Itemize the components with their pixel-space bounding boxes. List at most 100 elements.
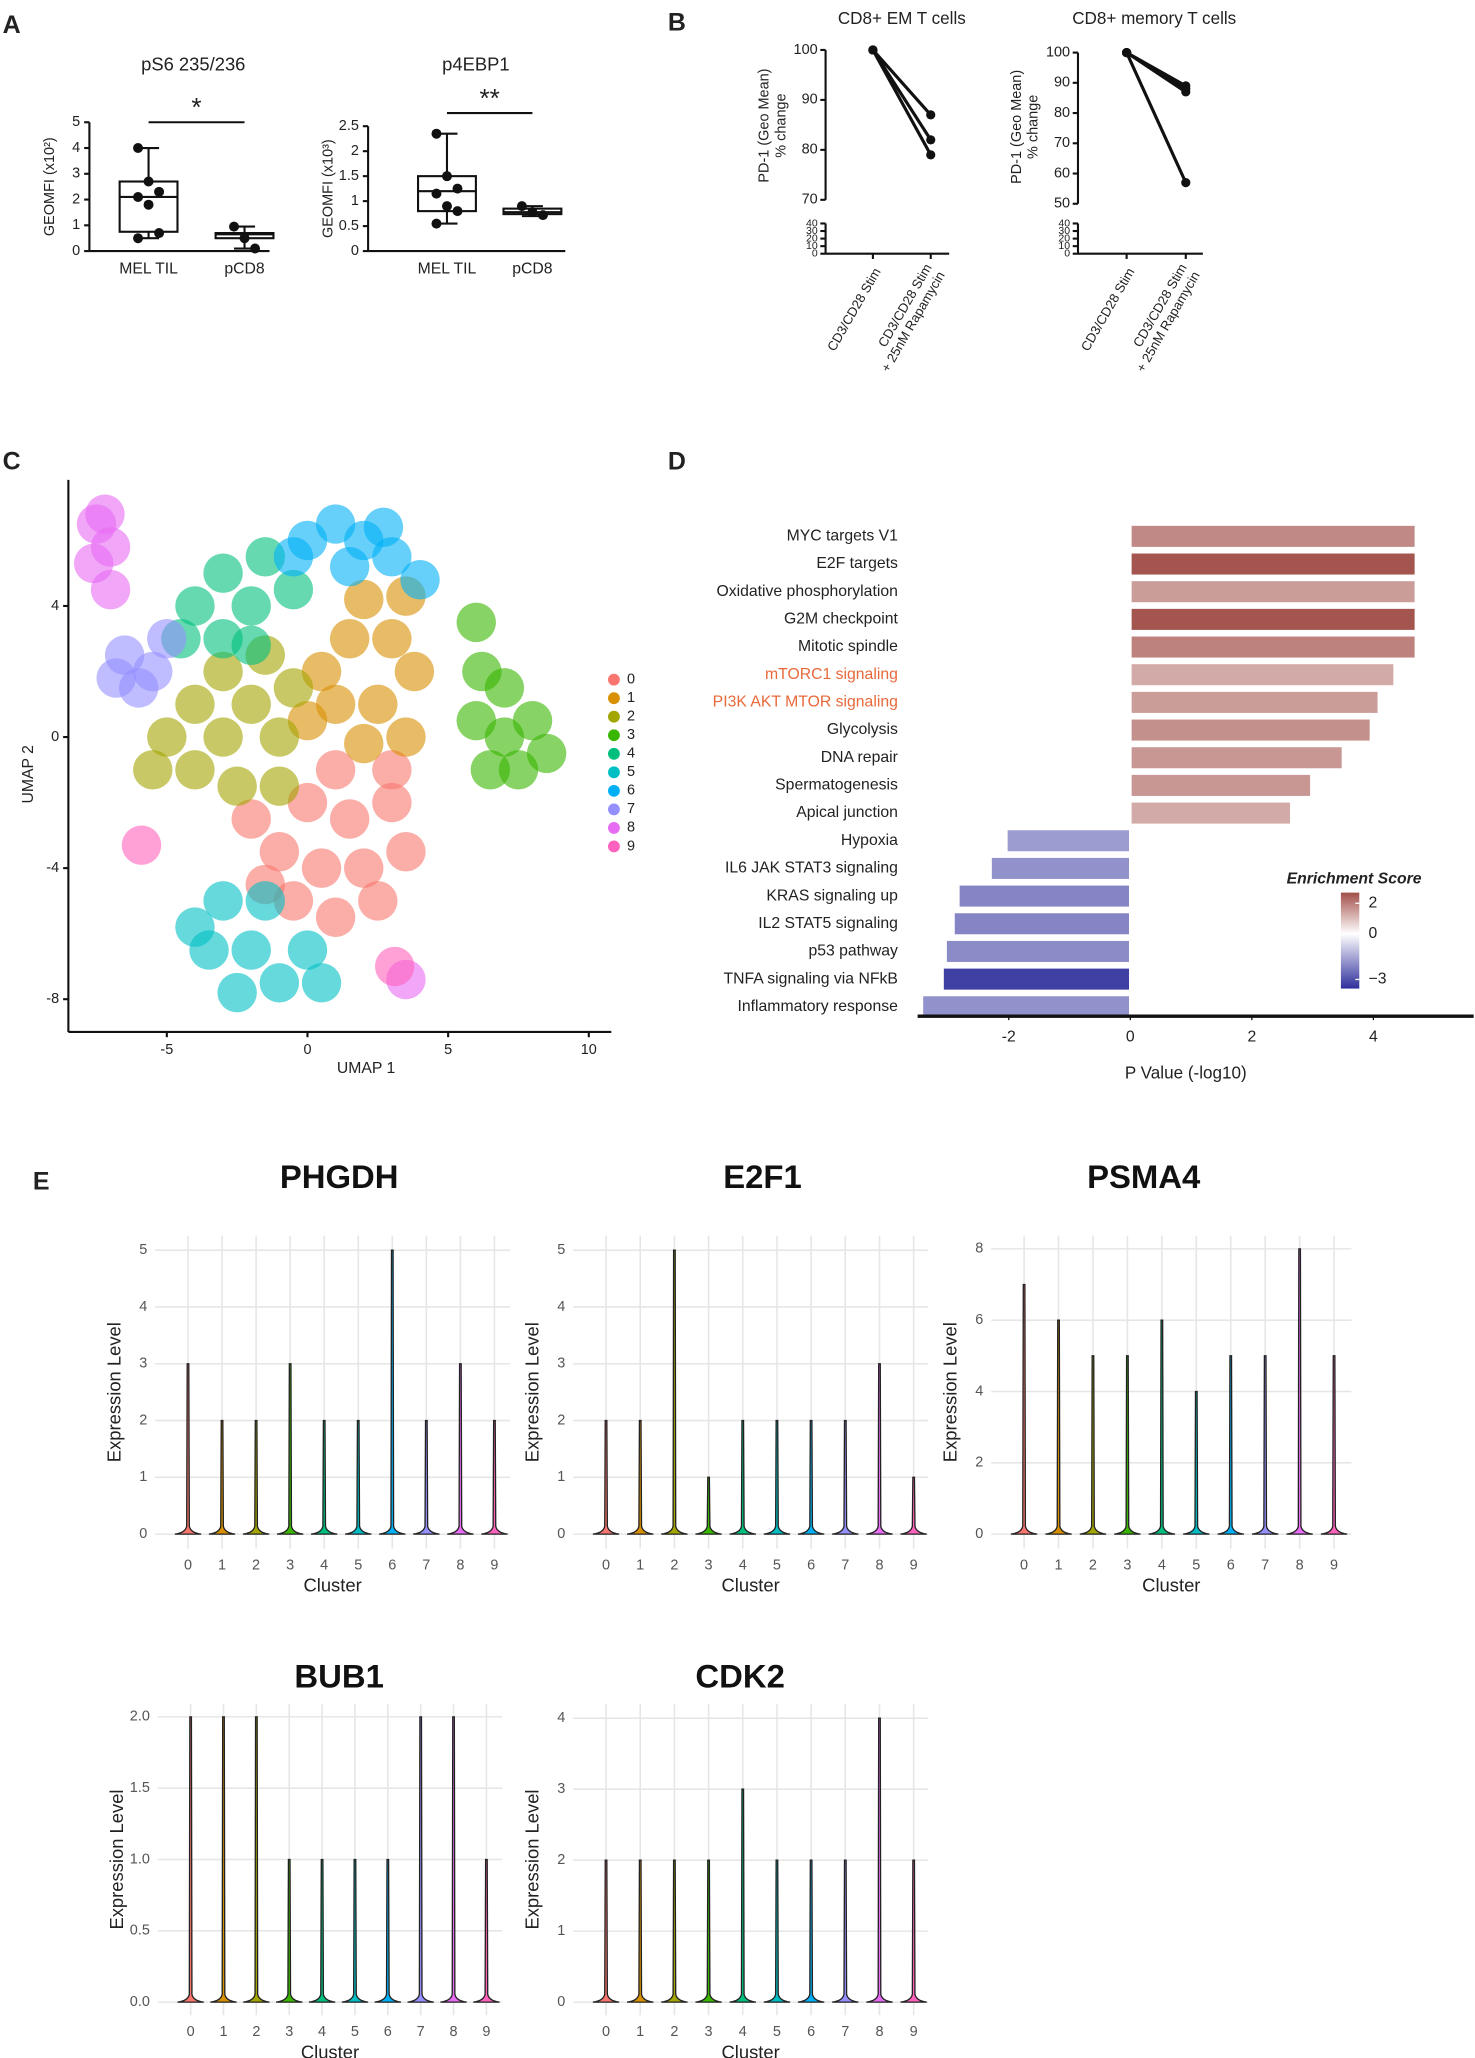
cell-point bbox=[344, 848, 384, 888]
cell-point bbox=[245, 537, 286, 577]
cell-point bbox=[175, 750, 215, 790]
cell-point bbox=[301, 963, 342, 1003]
violin bbox=[592, 1859, 620, 2003]
x-tick-label: 1 bbox=[1055, 1557, 1063, 1573]
x-tick-label: 1 bbox=[636, 1557, 644, 1573]
violin bbox=[729, 1419, 756, 1535]
data-point bbox=[143, 199, 154, 210]
x-tick-label: 10 bbox=[581, 1042, 597, 1058]
x-axis-label: Cluster bbox=[722, 1575, 780, 1596]
y-tick-label: 40 bbox=[1058, 217, 1070, 229]
cell-point bbox=[121, 825, 162, 865]
cell-point bbox=[273, 668, 314, 708]
category-label: TNFA signaling via NFkB bbox=[724, 970, 898, 987]
cell-point bbox=[344, 723, 384, 764]
y-tick-label: 2.5 bbox=[339, 118, 359, 134]
y-tick-label: 4 bbox=[557, 1710, 565, 1726]
chart-title: CD8+ memory T cells bbox=[1072, 9, 1236, 28]
cell-point bbox=[394, 651, 435, 692]
violin bbox=[1148, 1319, 1176, 1535]
violin bbox=[797, 1859, 825, 2003]
cell-point bbox=[147, 619, 187, 659]
y-tick-label: 2 bbox=[557, 1852, 565, 1868]
cell-point bbox=[273, 537, 314, 577]
cell-point bbox=[329, 619, 370, 659]
y-tick-label: 3 bbox=[139, 1356, 147, 1372]
y-tick-label: 80 bbox=[802, 142, 818, 158]
y-axis-label: Expression Level bbox=[104, 1322, 125, 1462]
y-tick-label: 1 bbox=[351, 193, 359, 209]
violin bbox=[1183, 1390, 1210, 1535]
category-label: IL2 STAT5 signaling bbox=[758, 915, 898, 932]
x-tick-label: 2 bbox=[1089, 1557, 1097, 1573]
panel-label: E bbox=[33, 1168, 50, 1196]
y-tick-label: 30 bbox=[806, 225, 818, 237]
violin bbox=[832, 1419, 859, 1535]
x-tick-label: 0 bbox=[1126, 1028, 1135, 1045]
data-point bbox=[431, 188, 442, 199]
y-tick-label: 4 bbox=[51, 598, 59, 614]
bar bbox=[991, 857, 1129, 879]
x-tick-label: 4 bbox=[739, 2024, 747, 2040]
cell-point bbox=[231, 586, 271, 626]
y-tick-label: 10 bbox=[1058, 240, 1070, 252]
data-point bbox=[229, 221, 240, 232]
category-label: Apical junction bbox=[796, 804, 898, 821]
legend-label: 8 bbox=[627, 820, 635, 836]
bar bbox=[1007, 830, 1129, 852]
category-label: MYC targets V1 bbox=[787, 528, 898, 545]
y-tick-label: 0 bbox=[51, 729, 59, 745]
cell-point bbox=[217, 972, 257, 1013]
bar bbox=[1131, 525, 1415, 547]
significance-label: * bbox=[191, 92, 201, 122]
cell-point bbox=[85, 494, 125, 534]
x-tick-label: 6 bbox=[1227, 1557, 1235, 1573]
x-tick-label: 9 bbox=[1330, 1557, 1338, 1573]
y-tick-label: 0.5 bbox=[339, 218, 359, 234]
violin bbox=[345, 1419, 372, 1535]
y-tick-label: 1.5 bbox=[339, 168, 359, 184]
category-label: Inflammatory response bbox=[738, 998, 899, 1015]
series-point bbox=[1181, 177, 1191, 188]
x-tick-label: 3 bbox=[1123, 1557, 1131, 1573]
violin bbox=[900, 1859, 927, 2003]
cell-point bbox=[96, 658, 136, 698]
y-tick-label: 3 bbox=[72, 166, 80, 182]
chart-title: BUB1 bbox=[294, 1657, 383, 1694]
cell-point bbox=[203, 881, 243, 921]
x-tick-label: 6 bbox=[807, 1557, 815, 1573]
violin bbox=[866, 1363, 893, 1535]
x-axis-label: UMAP 1 bbox=[337, 1060, 395, 1077]
x-tick-label: -2 bbox=[1002, 1028, 1016, 1045]
cell-point bbox=[217, 766, 257, 806]
bar bbox=[923, 996, 1129, 1018]
y-tick-label: 20 bbox=[1058, 232, 1070, 244]
panel-label: D bbox=[668, 447, 686, 475]
legend-label: 0 bbox=[627, 671, 635, 687]
text-line: % change bbox=[1026, 95, 1042, 159]
x-tick-label: 7 bbox=[841, 2024, 849, 2040]
legend-label: 1 bbox=[627, 690, 635, 706]
violin bbox=[308, 1858, 336, 2003]
cell-point bbox=[259, 766, 300, 806]
data-point bbox=[133, 233, 144, 244]
legend-swatch bbox=[608, 729, 620, 742]
x-tick-label: 2 bbox=[252, 1557, 260, 1573]
y-tick-label: 0.0 bbox=[130, 1994, 150, 2010]
y-tick-label: 0 bbox=[1064, 247, 1070, 259]
cell-point bbox=[259, 963, 300, 1003]
cell-point bbox=[512, 700, 553, 741]
legend-swatch bbox=[608, 673, 620, 686]
series-point bbox=[1181, 87, 1191, 97]
y-tick-label: 6 bbox=[975, 1312, 983, 1328]
chart-title: CDK2 bbox=[695, 1657, 784, 1694]
colorbar bbox=[1340, 892, 1360, 989]
y-tick-label: 100 bbox=[1046, 44, 1070, 60]
y-axis-label: Expression Level bbox=[522, 1322, 543, 1462]
cell-point bbox=[526, 733, 567, 774]
y-tick-label: 1.0 bbox=[130, 1851, 150, 1867]
violin bbox=[208, 1419, 236, 1535]
violin bbox=[866, 1717, 893, 2003]
cell-point bbox=[358, 881, 398, 921]
y-tick-label: 0 bbox=[351, 243, 359, 259]
